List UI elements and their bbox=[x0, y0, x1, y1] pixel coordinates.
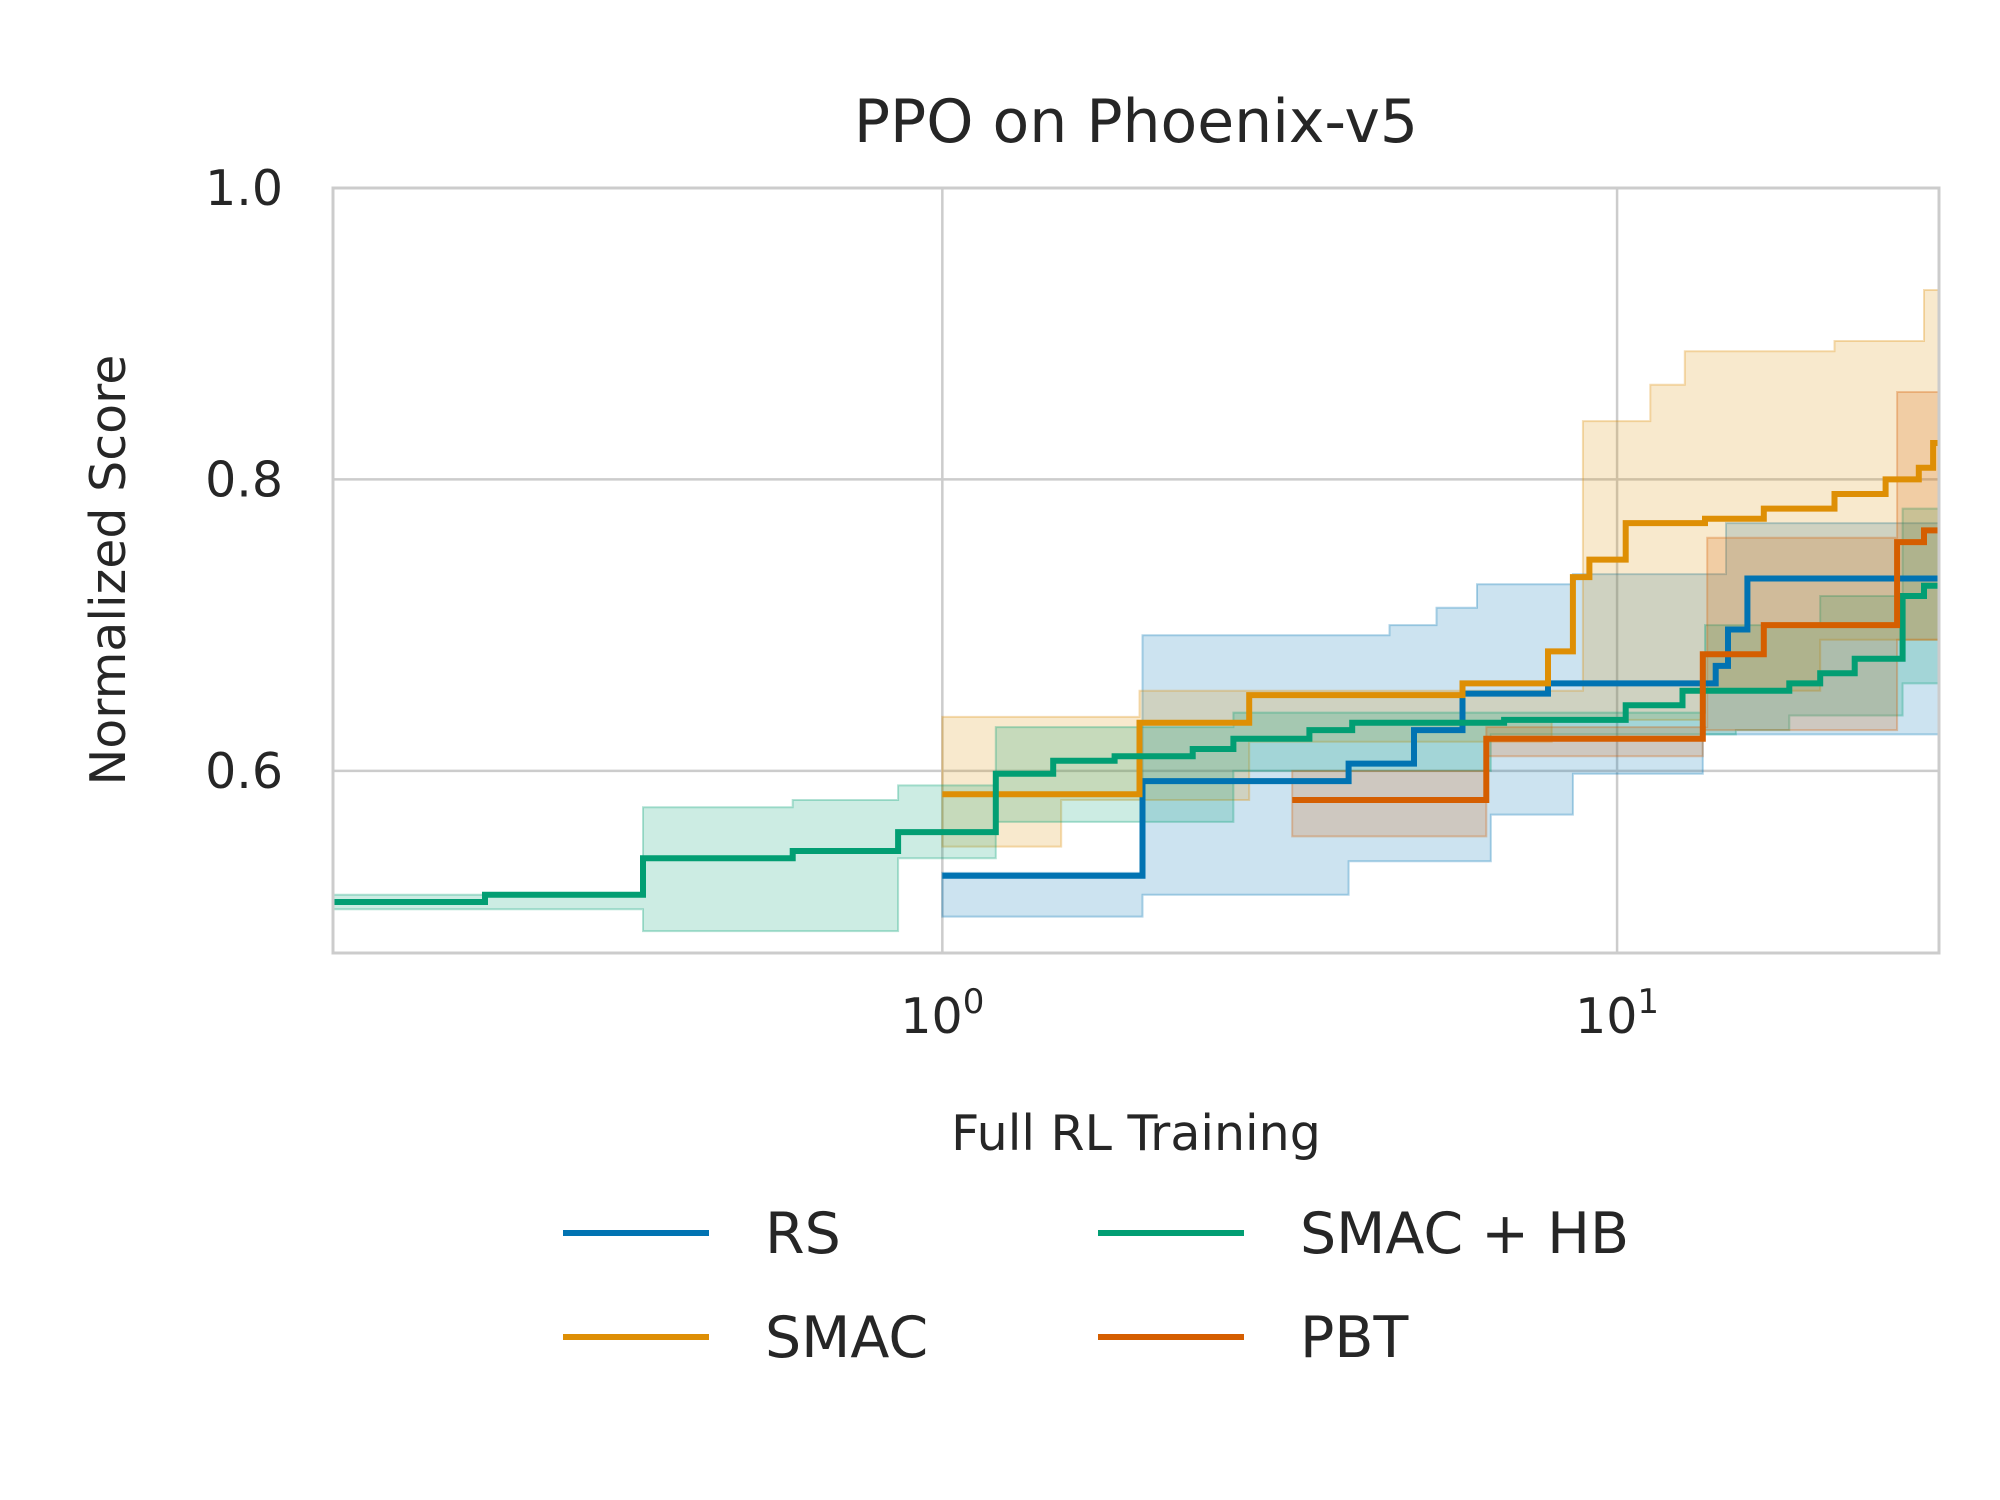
x-tick-label: 100 bbox=[900, 982, 984, 1045]
y-tick-label: 1.0 bbox=[205, 160, 283, 217]
x-tick-exponent: 0 bbox=[963, 982, 985, 1022]
x-axis-label: Full RL Training bbox=[951, 1105, 1321, 1162]
plot-frame bbox=[331, 186, 1941, 955]
legend-label-rs: RS bbox=[765, 1201, 841, 1267]
y-axis-label: Normalized Score bbox=[80, 355, 137, 786]
grid bbox=[333, 188, 1939, 953]
smac-hb-line bbox=[333, 582, 1939, 905]
x-tick-exponent: 1 bbox=[1637, 982, 1659, 1022]
x-tick-base: 10 bbox=[1575, 988, 1637, 1045]
y-tick-label: 0.8 bbox=[205, 451, 283, 508]
chart-title: PPO on Phoenix-v5 bbox=[854, 87, 1418, 157]
x-tick-label: 101 bbox=[1575, 982, 1659, 1045]
x-ticks: 100 101 bbox=[900, 982, 1659, 1045]
smac-line bbox=[942, 440, 1939, 798]
y-tick-label: 0.6 bbox=[205, 743, 283, 800]
x-tick-base: 10 bbox=[900, 988, 962, 1045]
legend-label-smac: SMAC bbox=[765, 1305, 928, 1371]
legend-label-smac-hb: SMAC + HB bbox=[1300, 1201, 1629, 1267]
legend: RS SMAC SMAC + HB PBT bbox=[563, 1201, 1629, 1371]
y-ticks: 0.6 0.8 1.0 bbox=[205, 160, 283, 800]
series-lines bbox=[333, 440, 1939, 905]
pbt-line bbox=[1292, 527, 1939, 803]
legend-label-pbt: PBT bbox=[1300, 1305, 1408, 1371]
rs-line bbox=[942, 575, 1939, 879]
